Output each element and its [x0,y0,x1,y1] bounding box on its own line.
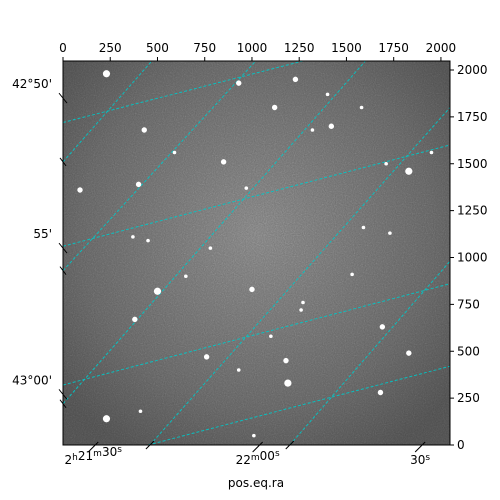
star [271,104,278,111]
y-right-tick-label: 1750 [457,110,488,124]
star [379,324,386,330]
pixel-axes: 0 250 500 750 1000 1250 1500 1750 2000 0 250 500 750… [59,41,487,452]
coordinate-grid [63,61,450,445]
ra-tick-label: 30s [410,453,430,467]
x-top-tick-label: 1000 [237,41,268,55]
star [406,350,412,356]
star [132,316,138,323]
star [146,238,150,243]
y-right-tick-label: 1250 [457,204,488,218]
star [384,161,388,166]
dec-grid-line [289,260,450,445]
dec-grid-frame-tick [59,266,67,275]
star [361,225,366,230]
y-right-tick-label: 250 [457,391,480,405]
x-top-tick-label: 1250 [284,41,315,55]
y-right-tick-label: 1500 [457,157,488,171]
dec-tick-label: 43°00' [12,373,52,387]
star [405,167,413,175]
star [269,334,273,339]
star [325,92,330,97]
star [220,159,227,165]
x-top-tick-label: 0 [59,41,67,55]
plot-frame [62,60,451,446]
ra-grid-frame-tick [285,440,295,450]
star [77,187,83,193]
star [429,150,434,155]
world-axes: 2h21m30s 22m00s 30s 42°50' 55' 43°00' [12,77,430,467]
y-right-tick-label: 1000 [457,251,488,265]
ra-tick-label: 22m00s [236,449,280,467]
x-top-tick-label: 250 [99,41,122,55]
star [244,186,249,190]
dec-grid-line [149,107,450,445]
y-right-tick-label: 500 [457,344,480,358]
star [172,150,177,155]
star [328,123,335,129]
star [299,308,303,312]
dec-grid-line [63,61,257,271]
dec-grid-line [63,61,366,405]
star [184,274,188,279]
dec-grid-line [63,61,153,163]
star [138,409,143,414]
ra-grid-line [63,61,304,123]
star [249,286,255,293]
ra-tick-label: 2h21m30s [65,445,123,467]
image-plot-area [63,61,450,445]
ra-tick [252,441,263,453]
dec-tick-label: 42°50' [12,77,52,91]
star [284,379,292,387]
star [141,127,147,133]
star [301,300,305,305]
star [236,80,242,86]
star [135,181,142,188]
star [310,128,315,132]
dec-tick [58,242,68,254]
dec-tick-label: 55' [33,227,52,241]
x-top-tick-label: 1500 [331,41,362,55]
ra-grid-frame-tick [145,440,155,450]
star [350,272,354,277]
x-top-tick-label: 750 [193,41,216,55]
ra-tick [87,441,99,453]
star [252,433,256,438]
star [236,368,241,372]
dec-tick [58,92,68,104]
ra-grid-line [147,365,450,445]
star [203,354,210,360]
star [359,105,364,110]
star [292,76,299,83]
x-top-tick-label: 500 [146,41,169,55]
star [208,246,213,250]
star [102,70,111,78]
y-right-tick-label: 0 [457,438,465,452]
y-right-tick-label: 2000 [457,63,488,77]
y-right-tick-label: 750 [457,297,480,311]
star [283,357,289,364]
ra-tick [414,441,426,453]
x-axis-label: pos.eq.ra [228,476,284,490]
x-top-tick-label: 2000 [426,41,457,55]
sky-noise [63,61,450,445]
dec-tick [58,389,68,400]
dec-grid-frame-tick [59,399,67,409]
star [153,287,162,295]
ra-grid-line [63,144,450,247]
ra-grid-line [63,283,450,386]
star [377,389,384,396]
star [102,415,111,423]
star [131,235,135,239]
dec-grid-frame-tick [59,157,67,167]
x-top-tick-label: 1750 [378,41,409,55]
stars [77,70,434,438]
star [388,231,392,235]
